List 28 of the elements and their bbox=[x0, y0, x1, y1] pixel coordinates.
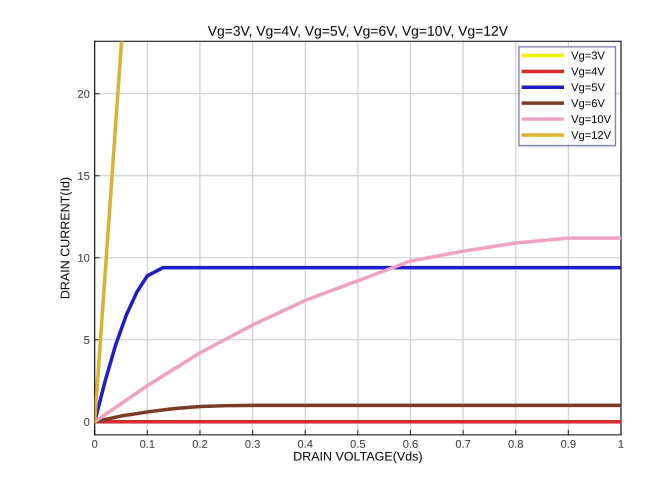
y-tick-label: 10 bbox=[78, 254, 90, 262]
line-series bbox=[94, 236, 622, 424]
x-tick-label: 0.8 bbox=[508, 440, 523, 448]
x-tick-label: 0.2 bbox=[192, 440, 208, 448]
line-series bbox=[94, 404, 622, 424]
x-tick-label: 1 bbox=[618, 440, 624, 448]
x-tick-label: 0.4 bbox=[298, 440, 313, 448]
x-axis-title: DRAIN VOLTAGE(Vds) bbox=[294, 451, 422, 464]
x-tick-label: 0.9 bbox=[561, 440, 576, 448]
legend-label: Vg=12V bbox=[571, 131, 611, 142]
y-tick-label: 20 bbox=[78, 90, 90, 98]
legend-label: Vg=10V bbox=[571, 115, 611, 126]
y-tick-label: 0 bbox=[84, 418, 90, 426]
legend-label: Vg=6V bbox=[571, 99, 605, 110]
line-series bbox=[94, 266, 622, 424]
legend-label: Vg=5V bbox=[571, 83, 605, 94]
chart-title: Vg=3V, Vg=4V, Vg=5V, Vg=6V, Vg=10V, Vg=12V bbox=[208, 26, 508, 39]
y-axis-title: DRAIN CURRENT(Id) bbox=[60, 178, 72, 298]
x-tick-label: 0 bbox=[92, 440, 98, 448]
legend-label: Vg=4V bbox=[571, 68, 605, 78]
x-tick-label: 0.3 bbox=[245, 440, 260, 448]
x-tick-label: 0.1 bbox=[140, 440, 154, 448]
y-tick-label: 5 bbox=[84, 336, 90, 344]
x-tick-label: 0.7 bbox=[456, 440, 470, 448]
x-tick-label: 0.6 bbox=[403, 440, 418, 448]
legend-label: Vg=3V bbox=[571, 52, 605, 62]
x-tick-label: 0.5 bbox=[350, 440, 366, 448]
y-tick-label: 15 bbox=[78, 172, 90, 180]
